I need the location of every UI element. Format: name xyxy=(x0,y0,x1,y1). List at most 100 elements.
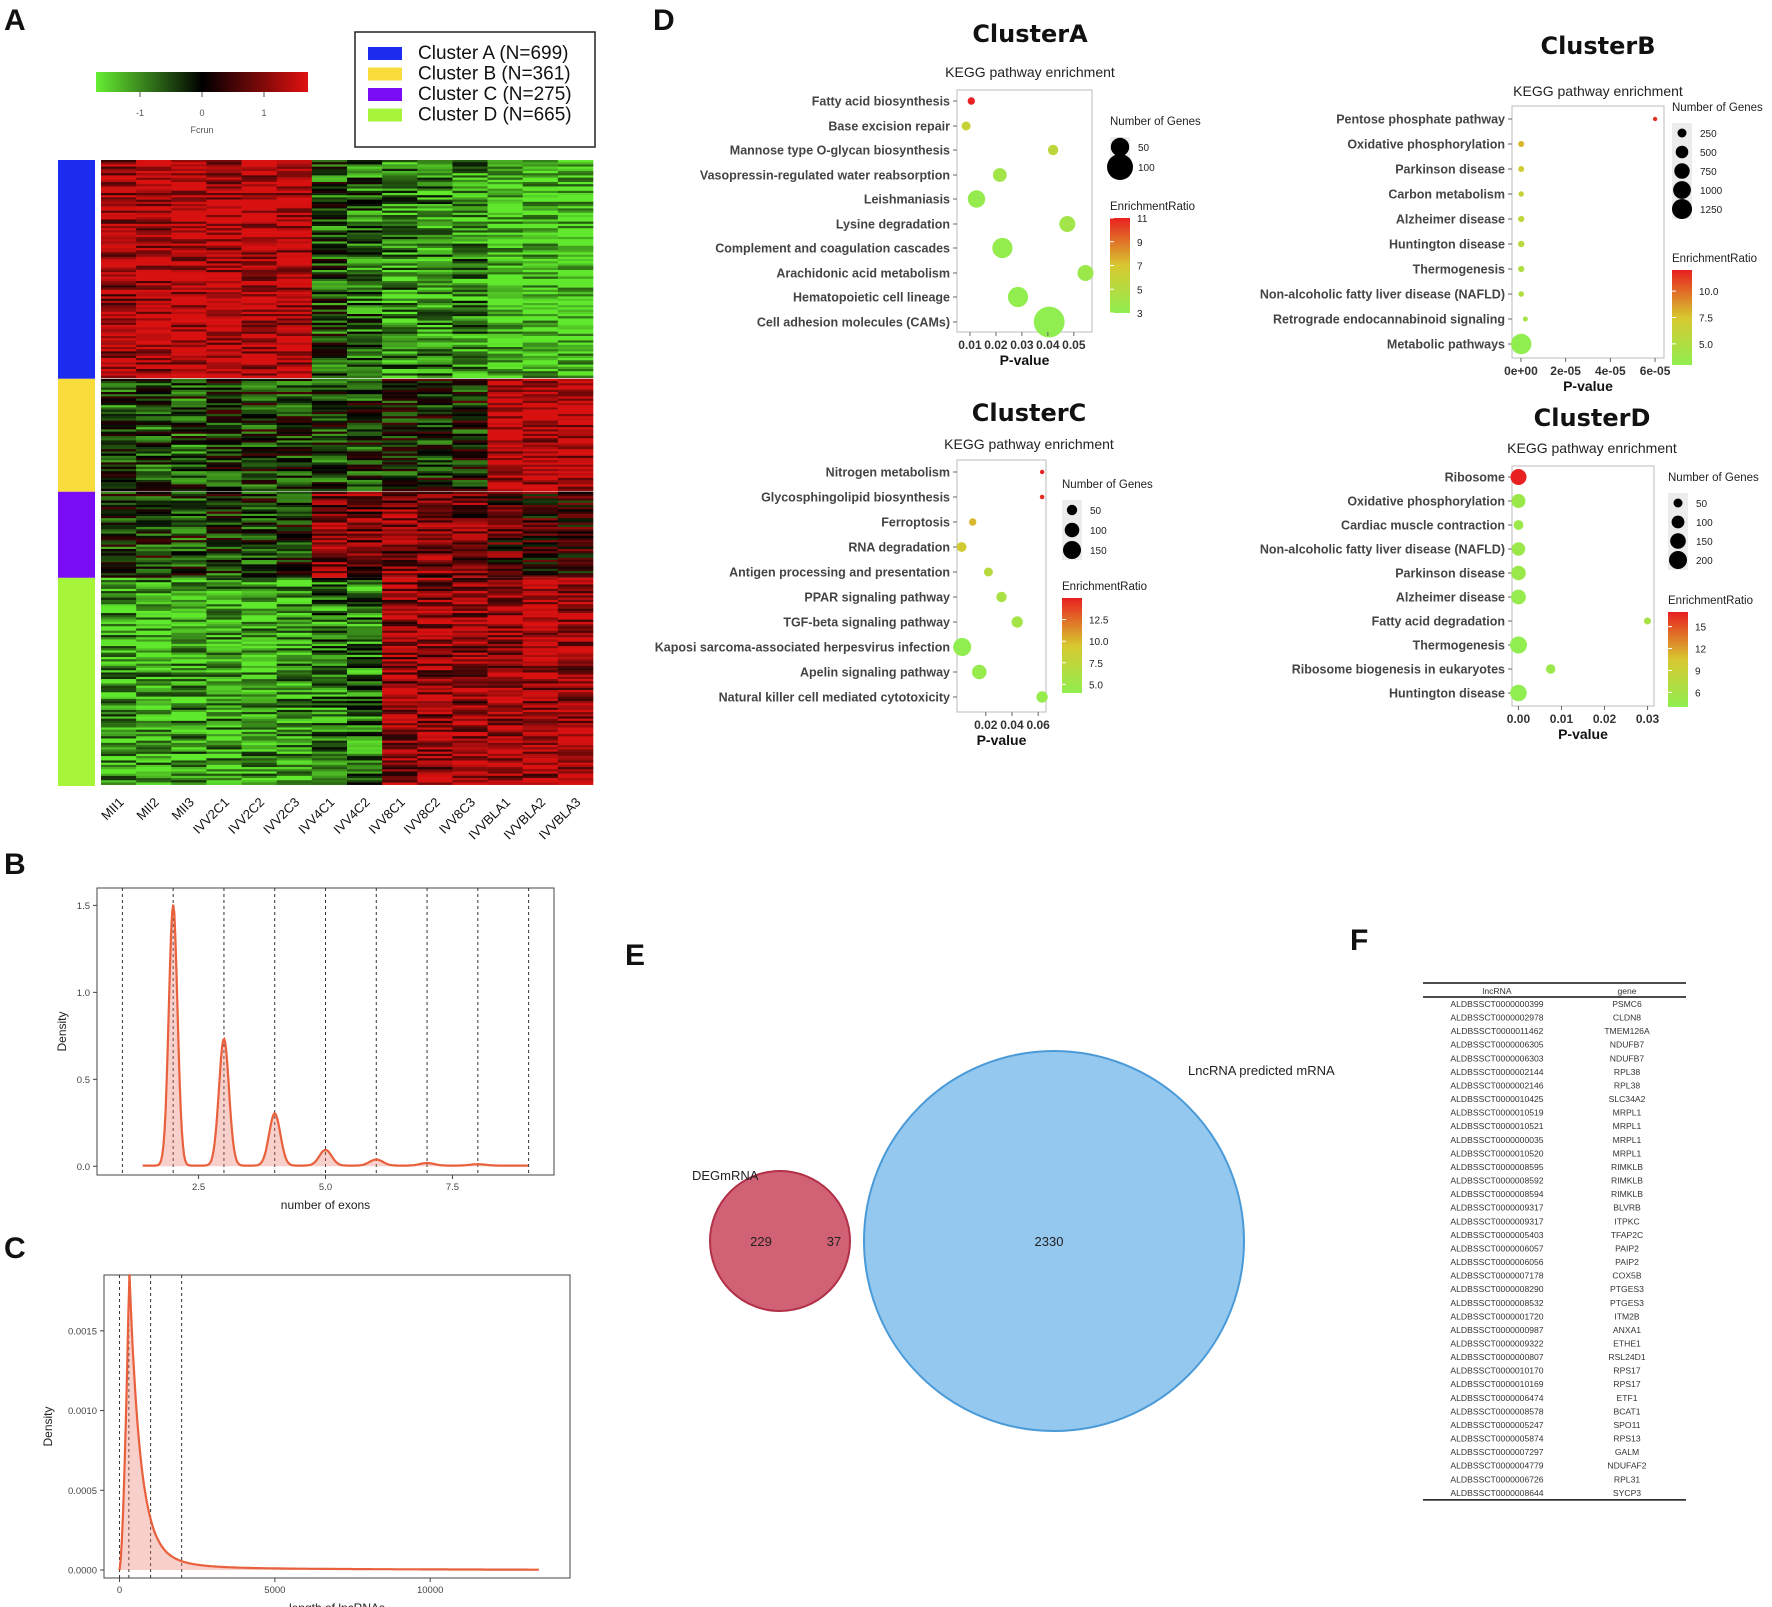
heatmap-cell xyxy=(382,535,418,539)
heatmap-cell xyxy=(522,199,559,203)
heatmap-cell xyxy=(382,696,418,700)
heatmap-cell xyxy=(101,639,137,642)
heatmap-cell xyxy=(101,162,137,165)
heatmap-cell xyxy=(241,383,278,386)
heatmap-cell xyxy=(347,316,383,319)
heatmap-cell xyxy=(241,615,278,618)
heatmap-cell xyxy=(136,396,172,399)
heatmap-cell xyxy=(241,409,278,413)
heatmap-cell xyxy=(241,219,278,222)
heatmap-cell xyxy=(136,727,172,730)
heatmap-cell xyxy=(487,692,524,695)
heatmap-cell xyxy=(452,274,488,277)
heatmap-cell xyxy=(382,366,418,370)
heatmap-cell xyxy=(241,535,278,539)
heatmap-cell xyxy=(276,351,313,354)
table-cell-lncrna: ALDBSSCT0000006474 xyxy=(1450,1393,1543,1403)
enrichment-bubble xyxy=(1518,240,1525,248)
heatmap-cell xyxy=(241,624,278,627)
heatmap-cell xyxy=(206,314,242,317)
heatmap-cell xyxy=(101,650,137,653)
heatmap-cell xyxy=(382,400,418,404)
heatmap-cell xyxy=(452,650,488,653)
heatmap-cell xyxy=(452,477,488,481)
heatmap-cell xyxy=(452,705,488,708)
heatmap-cell xyxy=(101,709,137,713)
heatmap-cell xyxy=(382,413,418,417)
heatmap-cell xyxy=(382,767,418,770)
heatmap-cell xyxy=(101,507,137,510)
heatmap-cell xyxy=(382,270,418,273)
table-cell-lncrna: ALDBSSCT0000002146 xyxy=(1450,1080,1543,1090)
heatmap-cell xyxy=(311,424,348,428)
heatmap-cell xyxy=(382,322,418,326)
heatmap-cell xyxy=(101,553,137,556)
heatmap-cell xyxy=(311,407,348,410)
heatmap-cell xyxy=(452,582,488,585)
table-cell-gene: BLVRB xyxy=(1613,1203,1641,1213)
heatmap-cell xyxy=(452,201,488,205)
heatmap-cell xyxy=(487,272,524,275)
heatmap-cell xyxy=(557,577,594,581)
heatmap-cell xyxy=(557,355,594,359)
heatmap-cell xyxy=(487,524,524,528)
heatmap-cell xyxy=(347,584,383,587)
heatmap-cell xyxy=(452,491,488,495)
heatmap-cell xyxy=(206,475,242,479)
heatmap-cell xyxy=(417,228,453,231)
heatmap-cell xyxy=(311,652,348,656)
heatmap-cell xyxy=(347,740,383,744)
heatmap-cell xyxy=(487,606,524,609)
heatmap-cell xyxy=(101,248,137,251)
heatmap-cell xyxy=(522,424,559,428)
heatmap-cell xyxy=(522,646,559,649)
heatmap-cell xyxy=(487,738,524,741)
heatmap-cell xyxy=(101,340,137,343)
heatmap-cell xyxy=(206,559,242,563)
heatmap-cell xyxy=(206,582,242,585)
heatmap-cell xyxy=(101,466,137,470)
heatmap-cell xyxy=(171,502,207,506)
heatmap-cell xyxy=(522,455,559,459)
chart-subtitle: KEGG pathway enrichment xyxy=(1507,440,1677,456)
heatmap-cell xyxy=(417,259,453,262)
heatmap-cell xyxy=(311,615,348,618)
heatmap-cell xyxy=(171,256,207,260)
heatmap-cell xyxy=(452,635,488,638)
heatmap-cell xyxy=(136,171,172,174)
heatmap-cell xyxy=(522,190,559,194)
heatmap-cell xyxy=(311,389,348,393)
heatmap-cell xyxy=(347,657,383,660)
heatmap-cell xyxy=(382,674,418,678)
heatmap-cell xyxy=(276,296,313,299)
heatmap-cell xyxy=(311,526,348,530)
pathway-label: Arachidonic acid metabolism xyxy=(776,267,950,281)
heatmap-cell xyxy=(276,475,313,479)
heatmap-cell xyxy=(311,551,348,554)
heatmap-cell xyxy=(171,526,207,530)
heatmap-cell xyxy=(241,362,278,365)
pathway-label: Antigen processing and presentation xyxy=(729,566,950,580)
heatmap-cell xyxy=(417,468,453,472)
heatmap-cell xyxy=(382,223,418,227)
heatmap-cell xyxy=(311,668,348,671)
heatmap-cell xyxy=(241,555,278,559)
y-tick-label: 0.0000 xyxy=(68,1566,97,1577)
heatmap-cell xyxy=(206,488,242,492)
heatmap-cell xyxy=(382,347,418,350)
heatmap-cell xyxy=(276,513,313,517)
heatmap-cell xyxy=(487,438,524,441)
heatmap-cell xyxy=(417,573,453,576)
heatmap-cell xyxy=(487,457,524,461)
heatmap-cell xyxy=(241,349,278,352)
heatmap-cell xyxy=(136,431,172,435)
heatmap-cell xyxy=(241,716,278,719)
heatmap-cell xyxy=(101,234,137,238)
heatmap-cell xyxy=(487,366,524,370)
heatmap-cell xyxy=(276,782,313,785)
heatmap-cell xyxy=(241,659,278,662)
heatmap-cell xyxy=(101,394,137,397)
heatmap-cell xyxy=(241,657,278,660)
heatmap-cell xyxy=(171,511,207,515)
heatmap-cell xyxy=(136,599,172,603)
